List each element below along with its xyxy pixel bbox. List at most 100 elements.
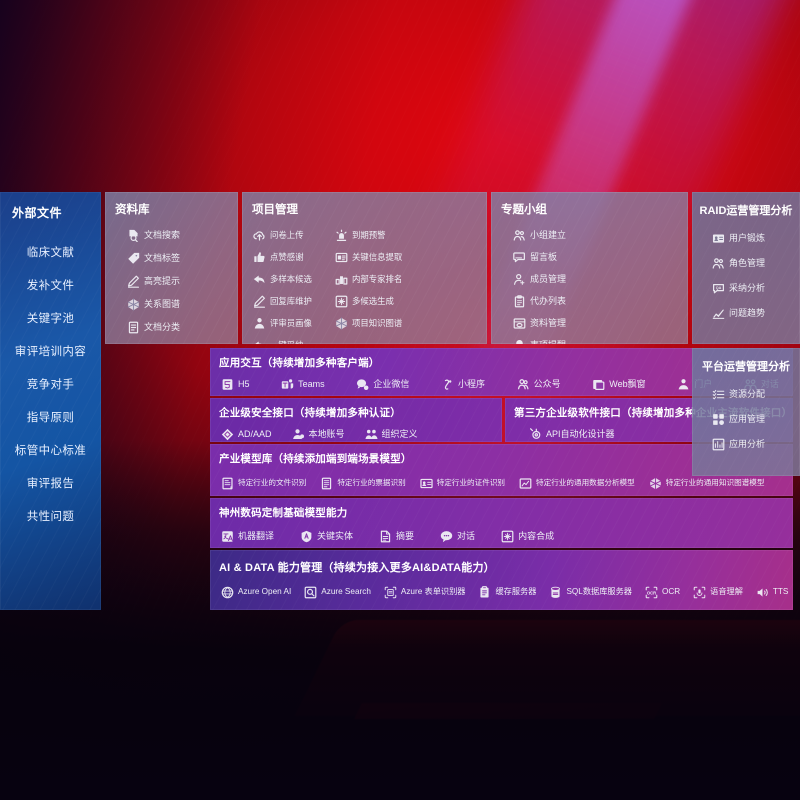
feature-label: Teams: [298, 378, 325, 389]
sidebar-item-supplement-docs[interactable]: 发补文件: [26, 279, 75, 292]
card-group-title: 专题小组: [501, 204, 547, 216]
feature-teams[interactable]: Teams: [279, 373, 327, 395]
band-dcits-items: 机器翻译 关键实体 摘要 对话: [210, 520, 793, 547]
feature-app-management[interactable]: 应用管理: [712, 407, 792, 432]
ocr-icon: OCR: [645, 586, 658, 599]
feature-key-info-extract[interactable]: 关键信息提取: [333, 246, 415, 268]
feature-internal-expert-ranking[interactable]: 内部专家排名: [333, 268, 415, 290]
card-raid-items: 用户锻炼 角色管理 QA 采纳分析 问题趋势: [692, 218, 800, 326]
feature-industry-id-recognition[interactable]: 特定行业的证件识别: [418, 472, 507, 494]
feature-api-designer[interactable]: API自动化设计器: [527, 423, 617, 442]
sidebar-item-common-issues[interactable]: 共性问题: [26, 510, 75, 523]
feature-azure-form-recognizer[interactable]: Azure 表单识别器: [382, 581, 468, 603]
feature-sql-database-server[interactable]: SQL数据库服务器: [547, 581, 634, 603]
feature-org-definition[interactable]: 组织定义: [363, 423, 420, 442]
feature-ad-aad[interactable]: AD/AAD: [219, 423, 274, 442]
person-add-icon: [513, 273, 526, 286]
feature-label: 小程序: [457, 378, 485, 389]
sidebar-item-standards-center[interactable]: 标管中心标准: [14, 444, 87, 457]
openai-icon: [221, 586, 234, 599]
feature-label: H5: [238, 378, 250, 389]
feature-multi-candidate-generate[interactable]: 多候选生成: [333, 290, 415, 312]
sidebar-hatch: [0, 192, 101, 610]
feature-label: 特定行业的通用知识图谱模型: [665, 478, 765, 488]
data-analysis-icon: [519, 477, 532, 490]
feature-member-management[interactable]: 成员管理: [511, 268, 599, 290]
feature-azure-open-ai[interactable]: Azure Open AI: [219, 581, 293, 603]
feature-content-synthesis[interactable]: 内容合成: [499, 525, 556, 547]
feature-resource-allocation[interactable]: 资源分配: [712, 382, 792, 407]
band-app-interaction-title: 应用交互（持续增加多种客户端）: [219, 357, 380, 369]
feature-todo-list[interactable]: 代办列表: [511, 290, 599, 312]
feature-issue-trend[interactable]: 问题趋势: [712, 301, 792, 326]
feature-web-float-window[interactable]: Web飘窗: [590, 373, 647, 395]
sidebar-item-keyword-pool[interactable]: 关键字池: [26, 312, 75, 325]
feature-label: 摘要: [396, 530, 415, 541]
feature-label: SQL数据库服务器: [566, 586, 632, 596]
feature-summary[interactable]: 摘要: [377, 525, 416, 547]
feature-adoption-analysis[interactable]: QA 采纳分析: [712, 276, 792, 301]
sidebar-item-review-report[interactable]: 审评报告: [26, 477, 75, 490]
feature-tts[interactable]: TTS: [754, 581, 790, 603]
feature-label: Azure Open AI: [238, 586, 292, 596]
feature-user-training[interactable]: 用户锻炼: [712, 226, 792, 251]
feature-local-account[interactable]: 本地账号: [290, 423, 347, 442]
band-hatch: [210, 398, 502, 442]
feature-document-tag[interactable]: 文档标签: [127, 247, 230, 270]
card-project-items: 问卷上传 到期预警 点赞感谢 关键信息提取: [242, 217, 487, 344]
sidebar-item-clinical-literature[interactable]: 临床文献: [26, 246, 75, 259]
feature-machine-translation[interactable]: 机器翻译: [219, 525, 276, 547]
feature-document-classify[interactable]: 文档分类: [127, 316, 230, 339]
document-list-icon: [127, 321, 140, 334]
feature-h5[interactable]: H5: [219, 373, 252, 395]
feature-label: 特定行业的票据识别: [337, 478, 406, 488]
feature-project-knowledge-graph[interactable]: 项目知识图谱: [333, 312, 415, 334]
feature-expiry-alert[interactable]: 到期预警: [333, 224, 415, 246]
feature-event-reminder[interactable]: 事项提醒: [511, 334, 599, 344]
feature-key-entity[interactable]: 关键实体: [298, 525, 355, 547]
feature-relation-graph[interactable]: 关系图谱: [127, 293, 230, 316]
feature-reviewer-portrait[interactable]: 评审员画像: [251, 312, 333, 334]
feature-app-analysis[interactable]: 应用分析: [712, 432, 792, 457]
feature-cache-server[interactable]: 缓存服务器: [476, 581, 538, 603]
sidebar-item-guidelines[interactable]: 指导原则: [26, 411, 75, 424]
official-account-icon: [517, 378, 530, 391]
feature-industry-receipt-recognition[interactable]: 特定行业的票据识别: [318, 472, 407, 494]
feature-document-search[interactable]: 文档搜索: [127, 224, 230, 247]
feature-highlight-hint[interactable]: 高亮提示: [127, 270, 230, 293]
feature-miniprogram[interactable]: 小程序: [439, 373, 487, 395]
feature-label: 问卷上传: [270, 229, 304, 240]
feature-industry-file-recognition[interactable]: 特定行业的文件识别: [219, 472, 308, 494]
archive-box-icon: [513, 317, 526, 330]
feature-material-management[interactable]: 资料管理: [511, 312, 599, 334]
feature-group-create[interactable]: 小组建立: [511, 224, 599, 246]
feature-label: 项目知识图谱: [352, 317, 403, 328]
sidebar-item-competitors[interactable]: 竞争对手: [26, 378, 75, 391]
feature-one-click-adopt[interactable]: 一键采纳: [251, 334, 333, 344]
feature-label: 组织定义: [381, 428, 418, 439]
feature-label: 缓存服务器: [495, 586, 537, 596]
feature-wechat-work[interactable]: 企业微信: [354, 373, 411, 395]
feature-multi-sample-candidate[interactable]: 多样本候选: [251, 268, 333, 290]
feature-industry-data-analysis-model[interactable]: 特定行业的通用数据分析模型: [517, 472, 637, 494]
feature-industry-knowledge-graph-model[interactable]: 特定行业的通用知识图谱模型: [647, 472, 767, 494]
feature-label: 小组建立: [530, 229, 567, 240]
feature-speech-understanding[interactable]: 语音理解: [691, 581, 745, 603]
feature-ocr[interactable]: OCR OCR: [643, 581, 682, 603]
bell-icon: [513, 339, 526, 344]
feature-label: 对话: [457, 530, 476, 541]
feature-dialog-model[interactable]: 对话: [438, 525, 477, 547]
feature-label: 公众号: [533, 378, 561, 389]
feature-azure-search[interactable]: Azure Search: [302, 581, 373, 603]
feature-official-account[interactable]: 公众号: [515, 373, 563, 395]
message-board-icon: [513, 251, 526, 264]
band-security-items: AD/AAD 本地账号 组织定义: [210, 420, 502, 442]
feature-like-thanks[interactable]: 点赞感谢: [251, 246, 333, 268]
feature-questionnaire-upload[interactable]: 问卷上传: [251, 224, 333, 246]
feature-message-board[interactable]: 留言板: [511, 246, 599, 268]
sidebar-item-review-training[interactable]: 审评培训内容: [14, 345, 87, 358]
card-library: 资料库 文档搜索 文档标签 高亮提示: [105, 192, 238, 344]
feature-reply-library-maintain[interactable]: 回复库维护: [251, 290, 333, 312]
tts-icon: [756, 586, 769, 599]
feature-role-management[interactable]: 角色管理: [712, 251, 792, 276]
